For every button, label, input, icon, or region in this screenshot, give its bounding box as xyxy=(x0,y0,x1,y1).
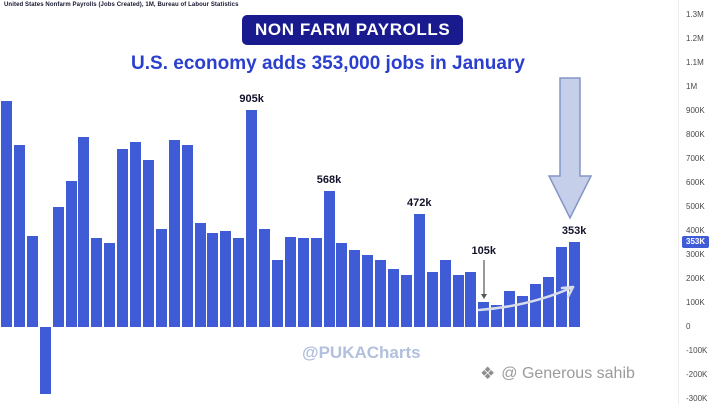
payroll-bar xyxy=(91,238,103,327)
payroll-bar xyxy=(259,228,270,327)
watermark-credit: ❖ @ Generous sahib xyxy=(480,364,635,384)
bar-value-label: 472k xyxy=(407,196,432,209)
chart-source-line: United States Nonfarm Payrolls (Jobs Cre… xyxy=(4,2,239,8)
chart-subtitle: U.S. economy adds 353,000 jobs in Januar… xyxy=(131,53,525,74)
y-axis-highlight-label: 353K xyxy=(682,236,710,249)
y-axis-label: 1.1M xyxy=(686,58,704,67)
diamond-icon: ❖ xyxy=(480,364,496,383)
payroll-bar xyxy=(233,238,245,327)
y-axis-label: -300K xyxy=(686,394,708,403)
payroll-bar xyxy=(517,295,528,327)
payroll-bar xyxy=(271,259,283,327)
payroll-bar xyxy=(388,269,399,327)
payroll-bar xyxy=(297,238,309,327)
bar-value-label: 353k xyxy=(561,225,587,238)
payroll-bar xyxy=(478,301,490,327)
payroll-bar xyxy=(220,231,232,327)
payroll-bar xyxy=(1,101,12,327)
payroll-bar xyxy=(194,222,206,327)
payroll-bar xyxy=(155,228,167,327)
payroll-bar xyxy=(117,149,129,327)
payroll-bar xyxy=(65,180,77,327)
payroll-bar xyxy=(413,213,425,327)
y-axis-label: 1.2M xyxy=(686,34,704,43)
annotation-down-arrow-icon xyxy=(480,259,487,299)
payroll-bar xyxy=(104,243,116,327)
payroll-bar xyxy=(284,237,296,327)
y-axis-label: 800K xyxy=(686,130,705,139)
payroll-bar xyxy=(181,144,193,327)
payroll-bar xyxy=(491,305,503,327)
y-axis-label: 400K xyxy=(686,226,705,235)
y-axis-label: -100K xyxy=(686,346,708,355)
payroll-bar xyxy=(142,160,154,327)
y-axis-label: -200K xyxy=(686,370,708,379)
y-axis-label: 200K xyxy=(686,274,705,283)
big-down-arrow-icon xyxy=(548,77,593,220)
payroll-bar xyxy=(452,275,464,327)
payroll-bar xyxy=(400,275,412,327)
payroll-bar xyxy=(26,235,38,327)
watermark-pukacharts: @PUKACharts xyxy=(302,343,421,362)
y-axis-label: 600K xyxy=(686,178,705,187)
payroll-bar xyxy=(310,238,322,327)
payroll-bar xyxy=(542,276,554,327)
bar-value-label: 105k xyxy=(471,244,497,257)
payroll-bar xyxy=(465,271,477,327)
payroll-bar xyxy=(529,283,541,327)
y-axis-label: 1M xyxy=(686,82,698,91)
payroll-bar xyxy=(207,233,219,327)
payroll-bar xyxy=(375,259,387,327)
payroll-bar xyxy=(555,247,567,327)
chart-title-badge: NON FARM PAYROLLS xyxy=(242,15,464,45)
y-axis-label: 0 xyxy=(686,322,691,331)
payroll-bar xyxy=(349,250,361,327)
y-axis-label: 300K xyxy=(686,250,705,259)
payroll-bar xyxy=(504,291,516,327)
y-axis-label: 900K xyxy=(686,106,705,115)
watermark-credit-text: @ Generous sahib xyxy=(501,365,635,382)
y-axis-label: 1.3M xyxy=(686,10,704,19)
payroll-bar xyxy=(13,144,25,327)
payroll-bar xyxy=(78,137,90,327)
payroll-bar xyxy=(323,190,335,327)
payroll-bar xyxy=(52,207,64,327)
y-axis-label: 700K xyxy=(686,154,705,163)
price-axis-separator xyxy=(678,0,679,404)
payroll-bar xyxy=(168,139,180,327)
y-axis-label: 500K xyxy=(686,202,705,211)
payroll-bar xyxy=(426,271,438,327)
payroll-bar xyxy=(130,142,141,327)
payroll-bar xyxy=(246,109,258,327)
y-axis-label: 100K xyxy=(686,298,705,307)
payroll-bar xyxy=(39,327,51,395)
payroll-bar xyxy=(362,255,374,327)
trend-up-arrow-icon xyxy=(477,285,575,312)
payroll-bar xyxy=(336,243,348,327)
payroll-bar xyxy=(568,242,580,327)
bar-value-label: 905k xyxy=(239,92,264,105)
bar-value-label: 568k xyxy=(316,173,342,186)
payroll-bar xyxy=(439,259,451,327)
